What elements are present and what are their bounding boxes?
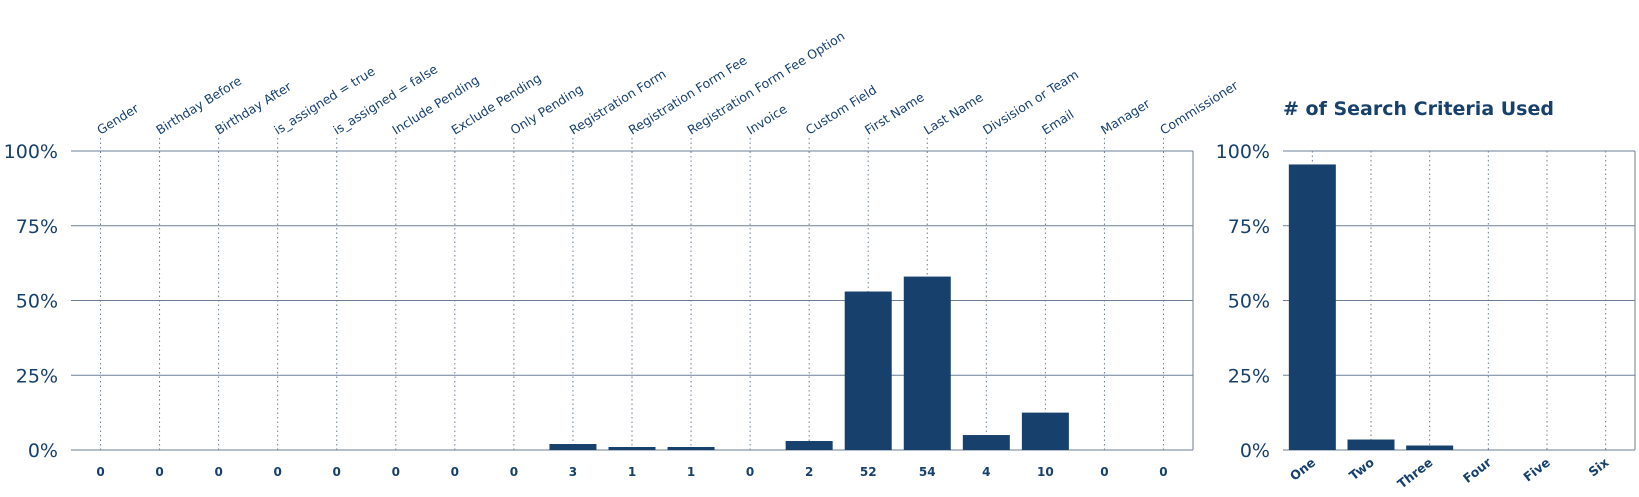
category-label: Email bbox=[1039, 106, 1076, 137]
category-label: One bbox=[1287, 455, 1318, 484]
category-label: Divsision or Team bbox=[980, 67, 1081, 138]
count-label: 0 bbox=[214, 465, 222, 479]
bar bbox=[667, 447, 715, 450]
category-label: is_assigned = true bbox=[271, 63, 378, 137]
category-label: Registration Form bbox=[567, 66, 669, 137]
count-label: 4 bbox=[982, 465, 990, 479]
bar bbox=[903, 276, 951, 450]
count-label: 0 bbox=[392, 465, 400, 479]
category-label: Two bbox=[1346, 454, 1377, 483]
count-label: 0 bbox=[746, 465, 754, 479]
count-label: 1 bbox=[687, 465, 695, 479]
count-label: 1 bbox=[628, 465, 636, 479]
y-tick-label: 50% bbox=[16, 291, 58, 313]
category-label: Last Name bbox=[921, 89, 986, 137]
criteria-usage-chart: 0%25%50%75%100%Gender Birthday BeforeBirt… bbox=[4, 28, 1242, 479]
bar bbox=[1021, 412, 1069, 450]
count-label: 0 bbox=[155, 465, 163, 479]
bar bbox=[1288, 164, 1336, 450]
count-label: 0 bbox=[510, 465, 518, 479]
y-tick-label: 50% bbox=[1228, 291, 1270, 313]
count-label: 0 bbox=[1100, 465, 1108, 479]
bar bbox=[608, 447, 656, 450]
category-label: Manager bbox=[1098, 95, 1153, 137]
bar bbox=[1406, 445, 1454, 450]
count-label: 0 bbox=[96, 465, 104, 479]
category-label: Three bbox=[1394, 455, 1435, 492]
count-label: 0 bbox=[451, 465, 459, 479]
y-tick-label: 25% bbox=[16, 365, 58, 387]
count-label: 0 bbox=[333, 465, 341, 479]
bar bbox=[844, 291, 892, 450]
count-label: 54 bbox=[919, 465, 936, 479]
category-label: Six bbox=[1585, 455, 1611, 480]
category-label: Commissioner bbox=[1157, 77, 1241, 137]
y-tick-label: 25% bbox=[1228, 365, 1270, 387]
bar bbox=[962, 435, 1010, 450]
bar bbox=[785, 441, 833, 450]
chart-title: # of Search Criteria Used bbox=[1283, 98, 1554, 120]
y-tick-label: 75% bbox=[1228, 216, 1270, 238]
y-tick-label: 0% bbox=[1240, 440, 1270, 462]
count-label: 52 bbox=[860, 465, 877, 479]
y-tick-label: 75% bbox=[16, 216, 58, 238]
count-label: 0 bbox=[1159, 465, 1167, 479]
count-label: 2 bbox=[805, 465, 813, 479]
category-label: Gender bbox=[94, 100, 142, 138]
category-label: Four bbox=[1460, 454, 1495, 486]
count-label: 3 bbox=[569, 465, 577, 479]
count-label: 10 bbox=[1037, 465, 1054, 479]
criteria-count-chart: # of Search Criteria Used 0% 25% 50% 75% 100… bbox=[1216, 98, 1636, 492]
y-tick-label: 0% bbox=[28, 440, 58, 462]
category-label: is_assigned = false bbox=[330, 61, 440, 137]
category-label: Five bbox=[1520, 455, 1552, 485]
bar bbox=[549, 444, 597, 450]
category-label: Invoice bbox=[744, 101, 790, 138]
count-label: 0 bbox=[274, 465, 282, 479]
bar bbox=[1347, 439, 1395, 450]
y-tick-label: 100% bbox=[4, 141, 58, 163]
y-tick-label: 100% bbox=[1216, 141, 1270, 163]
